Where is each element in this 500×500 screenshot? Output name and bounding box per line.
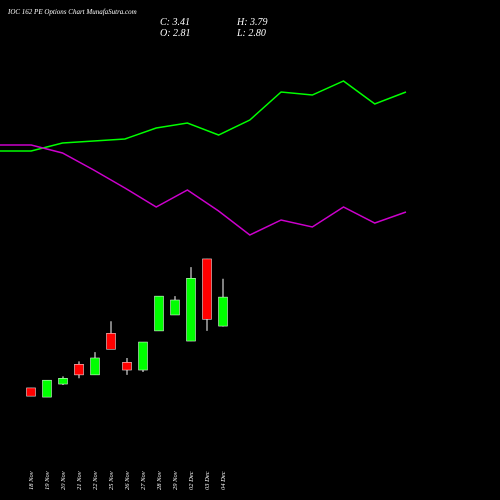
- x-tick-label: 22 Nov: [92, 471, 99, 490]
- x-tick-label: 04 Dec: [220, 471, 227, 490]
- header-close: C: 3.41: [160, 17, 190, 28]
- candle-body: [90, 357, 100, 376]
- candle-body: [170, 299, 180, 316]
- x-tick-label: 28 Nov: [156, 471, 163, 490]
- indicator-line: [0, 80, 407, 152]
- x-tick-label: 26 Nov: [124, 471, 131, 490]
- candle-body: [106, 333, 116, 350]
- x-tick-label: 20 Nov: [60, 471, 67, 490]
- x-tick-label: 25 Nov: [108, 471, 115, 490]
- x-tick-label: 18 Nov: [28, 471, 35, 490]
- candle-body: [74, 364, 84, 376]
- x-tick-label: 03 Dec: [204, 471, 211, 490]
- x-tick-label: 19 Nov: [44, 471, 51, 490]
- candle-body: [202, 258, 212, 320]
- candle-body: [58, 378, 68, 385]
- candle-body: [122, 362, 132, 371]
- header-high: H: 3.79: [236, 17, 268, 28]
- x-tick-label: 27 Nov: [140, 471, 147, 490]
- candle-body: [138, 341, 148, 371]
- candle-body: [186, 278, 196, 342]
- x-tick-label: 02 Dec: [188, 471, 195, 490]
- chart-title: IOC 162 PE Options Chart MunafaSutra.com: [7, 8, 137, 16]
- candle-body: [42, 379, 52, 398]
- candle-body: [154, 295, 164, 332]
- header-low: L: 2.80: [236, 28, 266, 39]
- x-tick-label: 21 Nov: [76, 471, 83, 490]
- candle-body: [26, 387, 36, 397]
- indicator-line: [0, 144, 407, 236]
- x-tick-label: 29 Nov: [172, 471, 179, 490]
- header-open: O: 2.81: [160, 28, 191, 39]
- candle-body: [218, 296, 228, 327]
